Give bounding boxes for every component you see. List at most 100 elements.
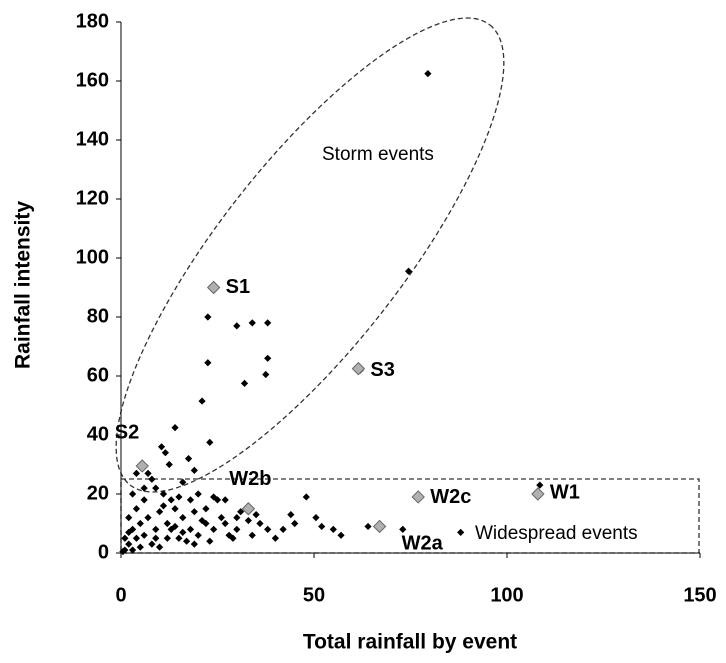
point [329, 525, 337, 533]
highlight-point [351, 361, 366, 376]
point [144, 514, 152, 522]
point [194, 490, 202, 498]
point [190, 508, 198, 516]
point [121, 534, 129, 542]
point-label: W2a [402, 533, 444, 555]
point [184, 455, 193, 463]
point [152, 484, 160, 492]
point [233, 322, 241, 330]
point [156, 543, 164, 551]
point-label: S1 [226, 276, 250, 298]
highlight-point [135, 459, 149, 473]
point [198, 516, 206, 525]
point [163, 519, 171, 528]
highlight-point [241, 502, 256, 516]
point [140, 531, 148, 539]
highlight-point [372, 519, 387, 534]
point [233, 525, 241, 533]
point [171, 522, 179, 531]
point [264, 354, 272, 362]
point [221, 496, 229, 504]
y-tick-label: 160 [76, 69, 109, 91]
y-tick-label: 20 [87, 482, 109, 504]
point [229, 534, 237, 542]
point [252, 511, 260, 519]
point [119, 547, 127, 556]
point-label: W2b [229, 468, 271, 490]
point [457, 528, 465, 536]
point [279, 525, 287, 533]
x-axis-label: Total rainfall by event [303, 631, 517, 654]
point [536, 481, 544, 489]
point [167, 496, 175, 504]
x-tick-label: 50 [303, 584, 325, 606]
point [171, 505, 179, 513]
point [206, 537, 214, 545]
point [204, 359, 212, 367]
point [132, 469, 141, 477]
point [132, 534, 141, 542]
point [144, 469, 152, 477]
point [190, 540, 198, 548]
y-tick-label: 180 [76, 10, 109, 32]
point [248, 531, 256, 539]
point [264, 525, 272, 533]
point [364, 522, 372, 531]
point [140, 484, 148, 492]
point-label: W1 [550, 481, 580, 503]
y-tick-label: 40 [87, 423, 109, 445]
point [312, 514, 320, 522]
point [190, 466, 198, 474]
point [128, 490, 137, 498]
point [262, 370, 270, 379]
point [202, 505, 210, 513]
point [136, 543, 144, 551]
annotation: Storm events [322, 144, 434, 165]
y-tick-label: 100 [76, 246, 109, 268]
point [152, 525, 160, 533]
highlight-point [411, 490, 425, 504]
point [271, 534, 279, 542]
point [221, 519, 229, 528]
point [337, 531, 345, 539]
point [186, 525, 195, 533]
point [125, 540, 133, 548]
point [140, 496, 148, 504]
point [167, 525, 175, 533]
y-tick-label: 140 [76, 128, 109, 150]
point [248, 319, 256, 327]
point [148, 540, 156, 548]
point [225, 531, 233, 539]
point [206, 438, 214, 446]
point [171, 424, 179, 432]
point [179, 478, 187, 486]
point [156, 508, 164, 516]
point [210, 525, 218, 533]
point-label: S2 [115, 421, 139, 443]
point [213, 496, 222, 504]
point [161, 449, 169, 457]
point [157, 443, 166, 451]
point [179, 528, 187, 536]
x-tick-label: 100 [490, 584, 523, 606]
x-tick-label: 150 [683, 584, 716, 606]
point [302, 493, 310, 501]
point [264, 319, 272, 327]
point [318, 522, 326, 531]
point [136, 519, 144, 528]
y-tick-label: 120 [76, 187, 109, 209]
point [399, 525, 407, 533]
y-tick-label: 0 [98, 541, 109, 563]
point [256, 519, 264, 528]
point-label: W2c [430, 486, 471, 508]
y-axis-label: Rainfall intensity [12, 201, 35, 369]
point [159, 502, 168, 510]
point [163, 534, 171, 542]
storm-ellipse [115, 17, 505, 493]
point [404, 267, 413, 275]
point [125, 528, 133, 536]
point [128, 546, 137, 554]
point [125, 514, 133, 522]
point [233, 514, 241, 522]
